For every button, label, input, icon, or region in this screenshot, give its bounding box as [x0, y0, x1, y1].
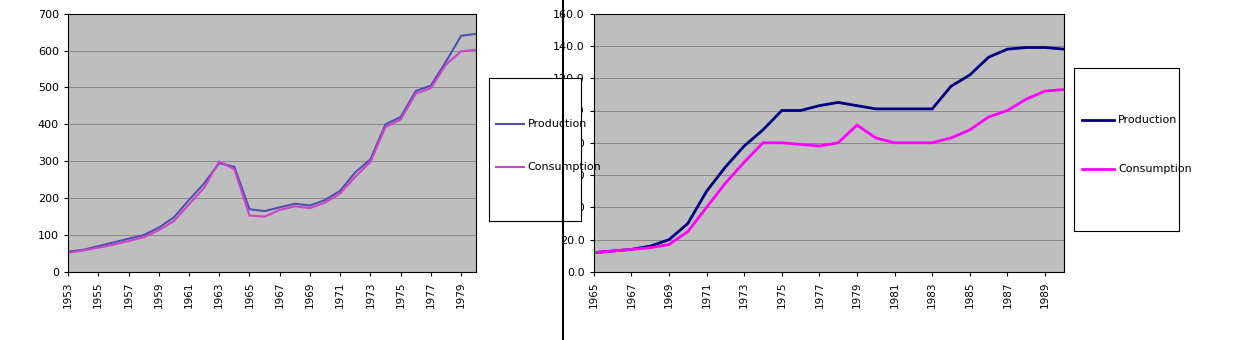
Text: Production: Production — [527, 119, 586, 129]
Text: Consumption: Consumption — [1118, 164, 1191, 174]
Text: Production: Production — [1118, 115, 1178, 125]
Text: Consumption: Consumption — [527, 162, 601, 172]
